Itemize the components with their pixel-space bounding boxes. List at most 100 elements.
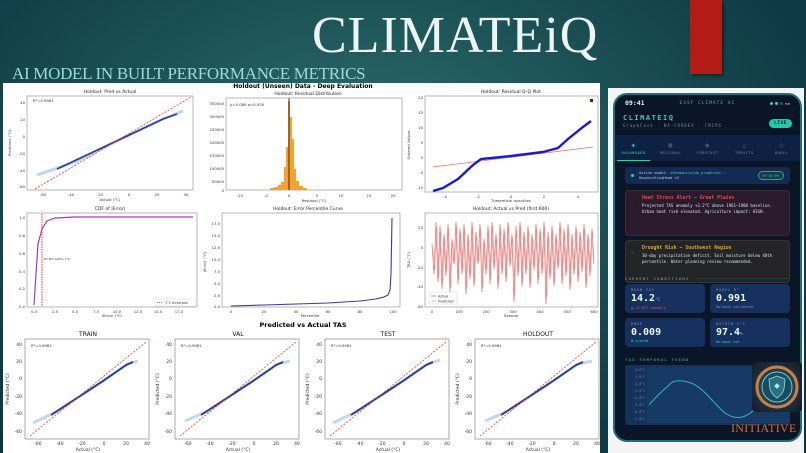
svg-text:Holdout: Error Percentile Curv: Holdout: Error Percentile Curve xyxy=(273,206,343,212)
svg-text:1.0: 1.0 xyxy=(19,215,26,220)
svg-text:Residual (°C): Residual (°C) xyxy=(302,198,327,203)
bottom-suptitle: Predicted vs Actual TAS xyxy=(259,321,347,329)
svg-text:20: 20 xyxy=(123,441,129,447)
svg-text:-60: -60 xyxy=(484,441,491,447)
svg-text:40: 40 xyxy=(16,342,22,348)
svg-text:-20: -20 xyxy=(378,441,385,447)
tab-bar: ◈ DASHBOARD ▦ REGIONAL ◉ FORECAST △ IMPACTS … xyxy=(615,135,800,161)
svg-text:0: 0 xyxy=(23,134,26,139)
active-model-card[interactable]: Active model: shenmancio/dm_graphcast · … xyxy=(625,167,790,184)
chart-test: TEST 40 20 0 -20 -40 -60 -60 -40 -20 0 20 40 Actua… xyxy=(303,329,453,453)
svg-text:Percentile: Percentile xyxy=(301,313,320,317)
svg-text:-20: -20 xyxy=(315,394,322,400)
svg-text:Predicted (°C): Predicted (°C) xyxy=(7,129,12,156)
svg-text:-40: -40 xyxy=(15,411,22,417)
alert-drought-risk[interactable]: ● Drought Risk — Southwest Region 30-day… xyxy=(625,240,790,283)
chart-actual-vs-pred-series: Holdout: Actual vs Pred (first 600) 20 0 -… xyxy=(403,204,600,317)
svg-text:-40: -40 xyxy=(417,284,424,289)
svg-text:Predicted (°C): Predicted (°C) xyxy=(305,373,311,405)
svg-text:40: 40 xyxy=(184,192,189,197)
trend-heading: TAS TEMPORAL TREND xyxy=(625,357,690,362)
svg-text:-7.0°C: -7.0°C xyxy=(633,417,645,421)
alert-heat-stress[interactable]: ⚠ Heat Stress Alert — Great Plains Proje… xyxy=(625,190,790,236)
svg-text:17.5: 17.5 xyxy=(212,221,221,226)
svg-text:-60: -60 xyxy=(40,192,47,197)
svg-text:-20: -20 xyxy=(78,441,85,447)
svg-text:-60: -60 xyxy=(19,184,26,189)
svg-text:-60: -60 xyxy=(34,441,41,447)
svg-text:2.5: 2.5 xyxy=(52,309,59,314)
svg-text:R²=0.9981: R²=0.9981 xyxy=(181,343,202,348)
svg-text:350000: 350000 xyxy=(210,101,225,106)
svg-text:20: 20 xyxy=(418,95,423,100)
svg-text:-40: -40 xyxy=(356,441,363,447)
svg-text:2: 2 xyxy=(543,194,546,199)
svg-text:Predicted (°C): Predicted (°C) xyxy=(455,373,461,405)
metric-mean-tas: MEAN TAS 14.2°C ▲ +1.8°C anomaly xyxy=(625,284,705,313)
svg-text:Holdout: Pred vs Actual: Holdout: Pred vs Actual xyxy=(84,89,137,95)
status-time: 09:41 xyxy=(625,99,645,107)
tab-forecast[interactable]: ◉ FORECAST xyxy=(696,141,719,155)
svg-text:0: 0 xyxy=(103,441,106,447)
drought-icon: ● xyxy=(631,250,635,256)
svg-text:300000: 300000 xyxy=(210,114,225,119)
svg-text:R²=0.9981: R²=0.9981 xyxy=(33,98,54,103)
svg-text:-60: -60 xyxy=(165,429,172,435)
svg-text:87.8% within 1°C: 87.8% within 1°C xyxy=(44,257,70,261)
svg-text:-40: -40 xyxy=(165,411,172,417)
svg-text:20: 20 xyxy=(418,225,423,230)
svg-text:Ordered Values: Ordered Values xyxy=(406,130,411,159)
svg-text:300: 300 xyxy=(509,309,517,314)
chart-pred-vs-actual: Holdout: Pred vs Actual 40 20 0 -20 -40 -60 … xyxy=(5,87,200,202)
svg-text:-40: -40 xyxy=(206,441,213,447)
accent-bar xyxy=(690,0,722,74)
page-title: CLIMATEiQ xyxy=(312,7,599,64)
svg-text:Holdout: Actual vs Pred (first: Holdout: Actual vs Pred (first 600) xyxy=(473,206,550,212)
svg-text:-4.0°C: -4.0°C xyxy=(633,396,645,400)
evaluation-panel: Holdout (Unseen) Data - Deep Evaluation … xyxy=(3,83,600,453)
svg-text:40: 40 xyxy=(444,441,450,447)
svg-text:0.8: 0.8 xyxy=(19,233,26,238)
svg-text:20: 20 xyxy=(316,359,322,365)
status-carrier: ESSF CLIMATE AI xyxy=(679,100,736,106)
tab-model[interactable]: ◯ MODEL xyxy=(774,141,789,155)
svg-text:12.5: 12.5 xyxy=(212,245,221,250)
svg-text:TRAIN: TRAIN xyxy=(78,331,97,338)
tab-regional[interactable]: ▦ REGIONAL xyxy=(659,141,682,155)
svg-text:10: 10 xyxy=(339,193,344,198)
tab-dashboard[interactable]: ◈ DASHBOARD xyxy=(615,135,652,161)
svg-text:600: 600 xyxy=(590,309,598,314)
svg-text:-60: -60 xyxy=(315,429,322,435)
tab-impacts[interactable]: △ IMPACTS xyxy=(735,141,754,155)
svg-text:-20: -20 xyxy=(15,394,22,400)
svg-text:Holdout: Residual Distribution: Holdout: Residual Distribution xyxy=(274,91,341,97)
svg-text:400: 400 xyxy=(536,309,544,314)
svg-text:40: 40 xyxy=(294,309,299,314)
metric-model-r2: MODEL R² 0.991 Holdout validated xyxy=(710,284,790,313)
svg-text:0.0: 0.0 xyxy=(19,304,26,309)
svg-text:-60: -60 xyxy=(334,441,341,447)
svg-text:0: 0 xyxy=(319,376,322,382)
svg-text:TAS (°C): TAS (°C) xyxy=(406,252,411,269)
svg-text:40: 40 xyxy=(594,441,600,447)
metric-rmse: RMSE 0.009 ▼ scaled xyxy=(625,318,705,347)
svg-text:150000: 150000 xyxy=(210,153,225,158)
svg-text:Theoretical quantiles: Theoretical quantiles xyxy=(490,198,531,202)
svg-text:-40: -40 xyxy=(68,192,75,197)
svg-text:20: 20 xyxy=(166,359,172,365)
svg-text:|Error| (°C): |Error| (°C) xyxy=(202,251,207,272)
svg-text:-5: -5 xyxy=(419,170,423,175)
svg-text:20: 20 xyxy=(16,359,22,365)
status-dot-icon xyxy=(631,174,634,177)
svg-text:0: 0 xyxy=(421,245,424,250)
svg-text:40: 40 xyxy=(466,342,472,348)
svg-text:-40: -40 xyxy=(19,168,26,173)
svg-text:-5.0°C: -5.0°C xyxy=(633,403,645,407)
svg-text:80: 80 xyxy=(358,309,363,314)
svg-text:Predicted (°C): Predicted (°C) xyxy=(155,373,161,405)
svg-text:15: 15 xyxy=(367,193,372,198)
page-subtitle: AI MODEL IN BUILT PERFORMANCE METRICS xyxy=(12,64,366,83)
svg-text:0: 0 xyxy=(431,309,434,314)
svg-text:-20: -20 xyxy=(97,192,104,197)
svg-text:Predicted: Predicted xyxy=(438,300,453,304)
